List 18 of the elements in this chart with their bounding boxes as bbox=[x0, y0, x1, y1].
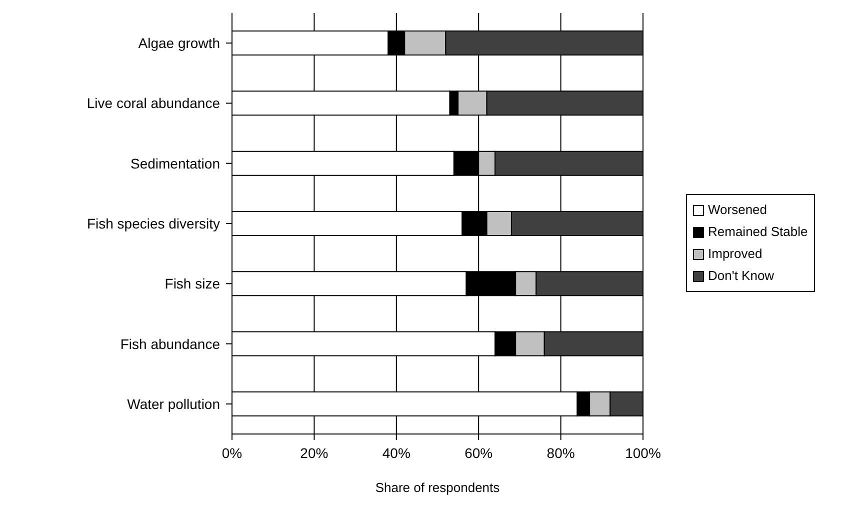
y-tick-label: Fish size bbox=[164, 276, 220, 292]
x-tick-label: 20% bbox=[300, 444, 328, 461]
legend-label: Improved bbox=[708, 245, 762, 263]
y-tick-label: Fish abundance bbox=[120, 336, 220, 352]
x-axis-title: Share of respondents bbox=[375, 480, 500, 495]
legend-label: Don't Know bbox=[708, 267, 774, 285]
x-tick-label: 100% bbox=[625, 444, 661, 461]
y-tick-label: Water pollution bbox=[127, 396, 220, 412]
x-tick-label: 60% bbox=[464, 444, 493, 461]
y-tick-label: Live coral abundance bbox=[86, 95, 220, 112]
legend-label: Worsened bbox=[708, 201, 768, 219]
y-tick-label: Sedimentation bbox=[130, 155, 220, 172]
x-tick-label: 40% bbox=[382, 444, 410, 461]
x-tick-label: 80% bbox=[546, 444, 575, 461]
y-tick-label: Algae growth bbox=[138, 35, 220, 52]
y-tick-label: Fish species diversity bbox=[86, 215, 220, 232]
x-tick-label: 0% bbox=[222, 444, 242, 461]
legend-label: Remained Stable bbox=[708, 223, 808, 241]
